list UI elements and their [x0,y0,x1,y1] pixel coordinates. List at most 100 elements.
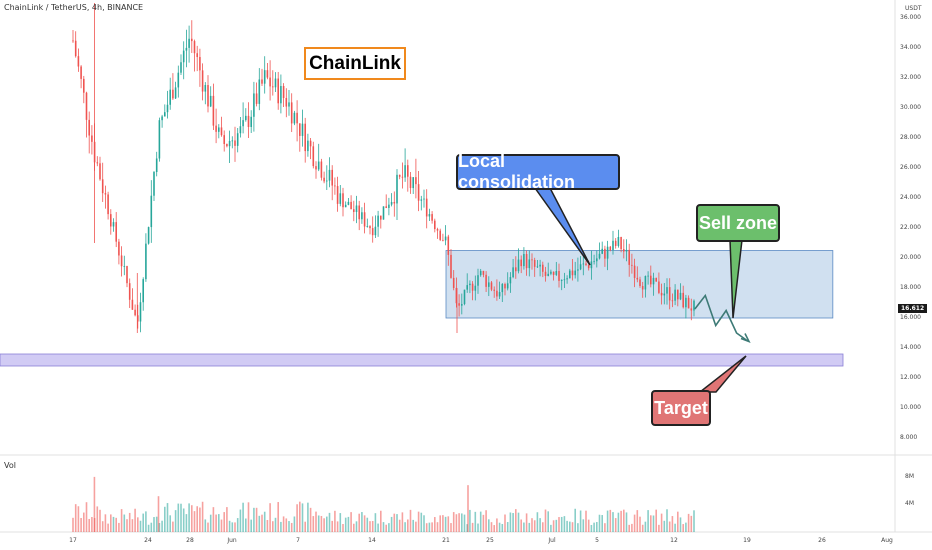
volume-bar [353,523,355,532]
candle-body [212,95,215,126]
candle-body [463,289,466,305]
volume-bar [142,513,144,532]
price-tick-label: 22.000 [900,224,921,231]
candle-body [288,102,290,107]
volume-bar [371,521,374,532]
candle-body [353,209,355,212]
symbol-header: ChainLink / TetherUS, 4h, BINANCE [4,3,144,12]
candle-body [196,53,198,58]
volume-bar [153,517,155,532]
candle-body [118,241,120,256]
candle-body [466,285,468,290]
candle-body [285,98,288,107]
volume-bar [477,523,479,532]
candle-body [188,38,190,48]
volume-bar [458,513,460,532]
volume-bar [398,519,401,532]
volume-bar [231,522,234,532]
volume-bar [242,502,244,532]
candle-body [444,236,447,241]
candle-body [431,214,433,221]
volume-bar [185,514,188,532]
volume-bar [204,519,207,532]
volume-bar [139,520,142,532]
candle-body [299,123,301,136]
volume-bar [85,502,88,532]
volume-bar [166,503,169,532]
price-tick-label: 32.000 [900,74,921,81]
candle-body [85,92,88,120]
candle-body [344,204,347,208]
volume-bar [207,522,209,532]
volume-bar [218,514,220,532]
volume-bar [579,510,582,532]
candle-body [447,236,450,255]
candle-body [88,119,90,136]
candle-body [390,202,393,205]
candle-body [363,212,366,227]
candle-body [404,165,406,178]
volume-bar [628,524,630,532]
candle-body [255,93,258,104]
volume-bar [647,510,649,532]
volume-bar [528,522,531,532]
candle-body [679,292,682,300]
candle-body [209,95,212,107]
volume-bar [512,513,514,532]
candle-body [158,120,161,159]
candle-body [185,47,188,51]
volume-bar [566,520,568,532]
volume-bar [253,507,255,532]
candle-body [439,230,441,240]
volume-bar [350,512,352,532]
volume-bar [320,515,323,532]
volume-bar [215,514,217,532]
volume-bar [404,522,406,532]
date-tick-label: 25 [486,537,494,544]
candle-body [266,70,269,78]
volume-bar [255,507,258,532]
volume-bar [420,512,423,532]
candle-body [331,169,333,186]
volume-bar [625,512,628,532]
candle-body [409,176,412,189]
candle-body [396,174,398,204]
candle-body [469,283,471,286]
volume-bar [431,522,433,532]
volume-bar [131,519,134,532]
candle-body [434,220,436,230]
date-tick-label: 26 [818,537,826,544]
candle-body [623,249,625,252]
volume-bar [444,516,447,532]
volume-bar [342,524,344,532]
volume-bar [145,511,147,532]
candle-body [693,300,695,311]
volume-bar [496,518,498,532]
candle-body [490,282,493,290]
candle-body [120,255,123,267]
candle-body [377,215,379,227]
volume-bar [91,517,93,532]
volume-bar [312,516,315,532]
candle-body [80,66,82,79]
volume-bar [467,485,469,532]
candle-body [258,79,261,104]
volume-bar [577,523,579,532]
candle-body [101,179,104,194]
volume-bar [212,507,215,532]
volume-bar [118,522,120,532]
volume-bar [169,515,171,532]
candle-body [193,41,196,54]
volume-bar [509,512,512,532]
candle-body [668,287,671,301]
volume-bar [636,510,639,532]
volume-bar [112,516,115,532]
candle-body [172,89,174,99]
candle-body [236,133,239,146]
candle-body [569,270,571,279]
volume-bar [560,516,563,532]
volume-bar [269,503,271,532]
volume-bar [263,511,266,532]
